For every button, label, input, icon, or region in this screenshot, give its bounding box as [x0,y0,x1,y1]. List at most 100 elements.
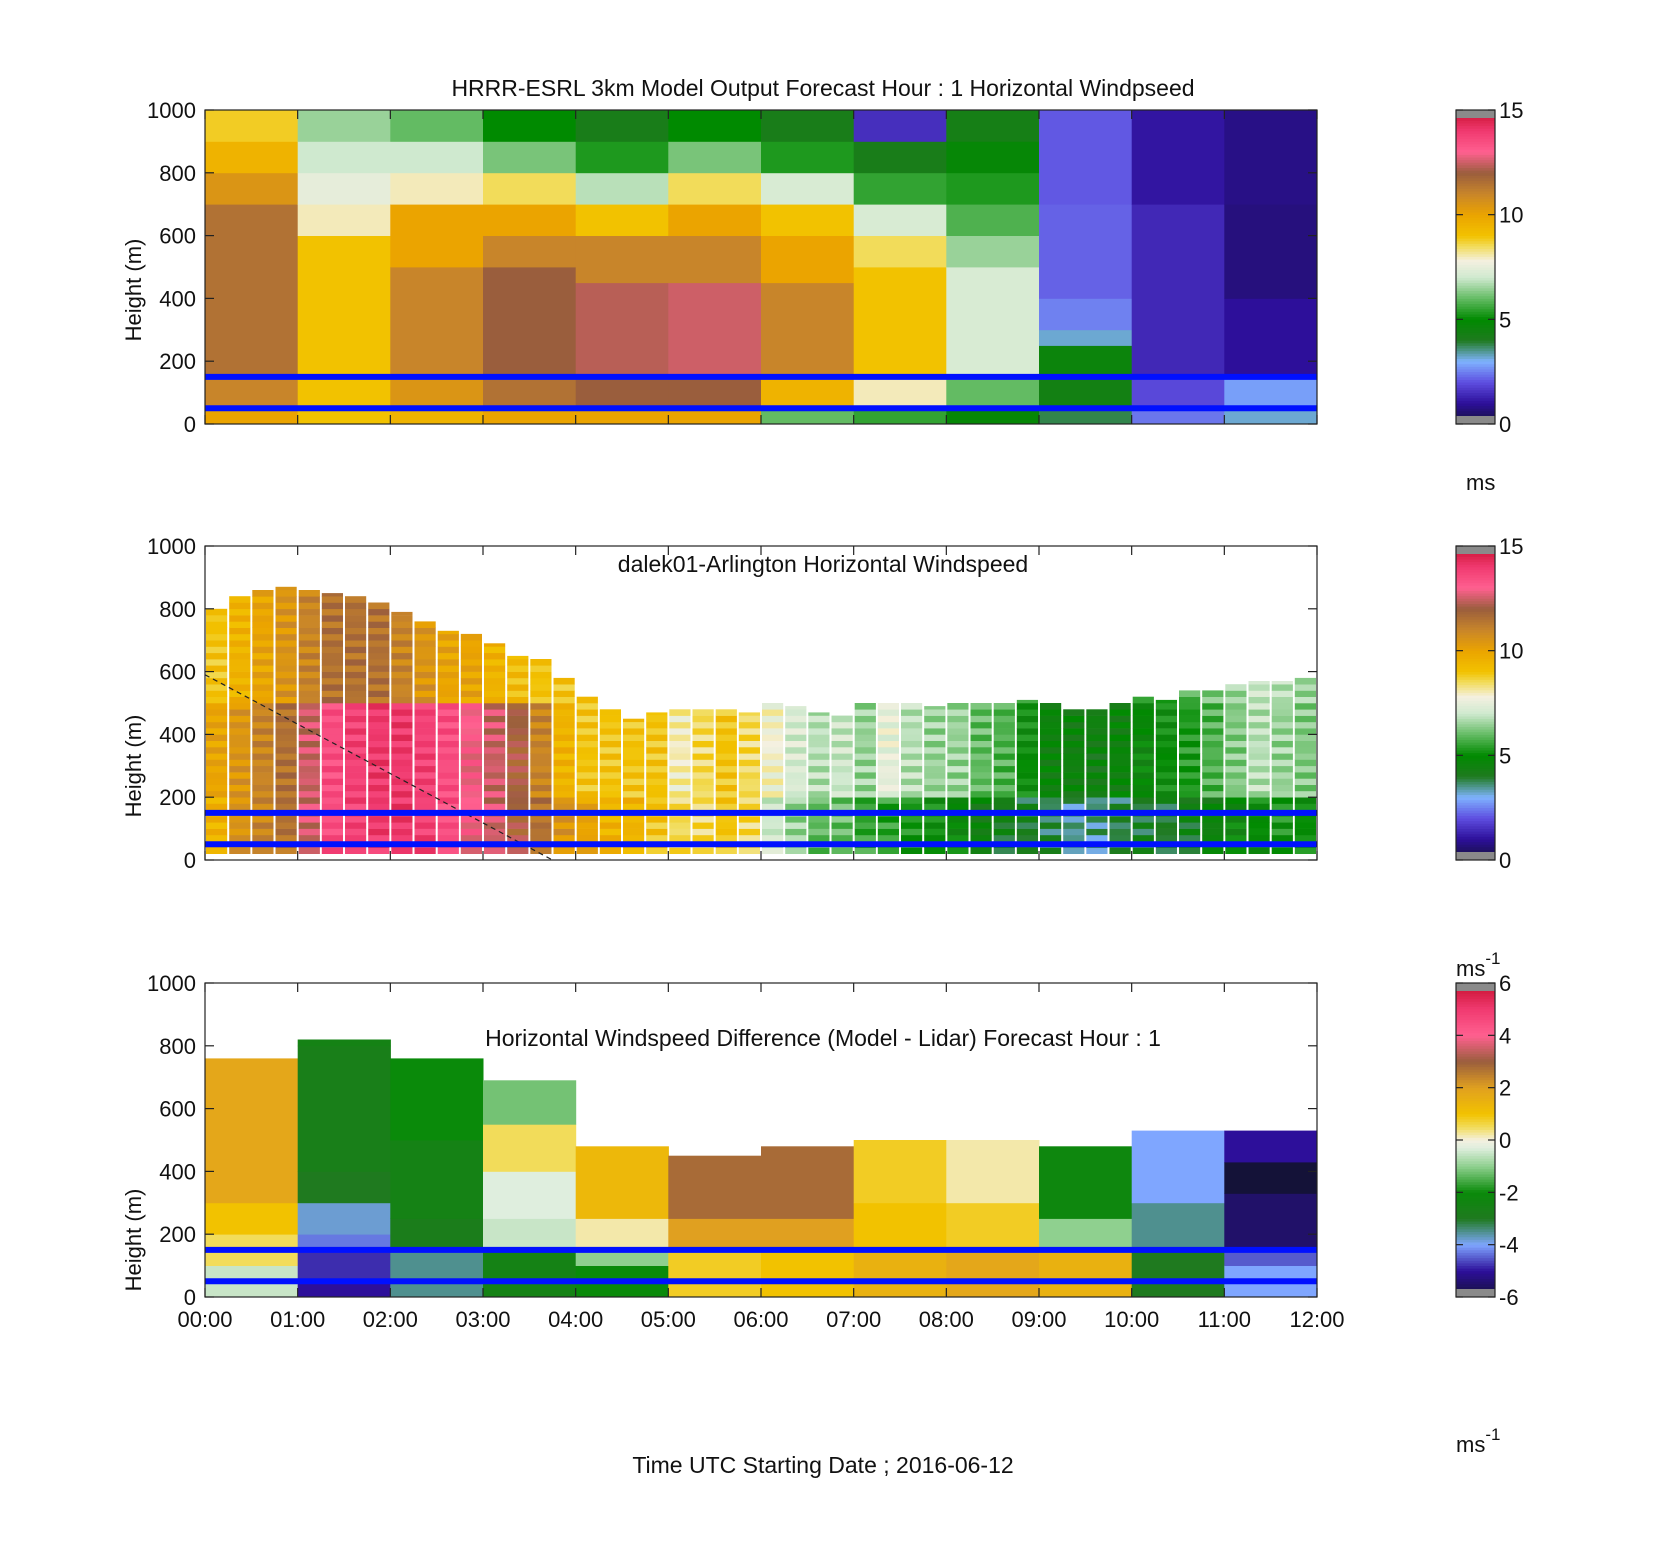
heatmap-cell [668,282,762,378]
heatmap-cell [1040,709,1062,716]
heatmap-cell [1179,759,1201,767]
heatmap-cell [298,822,320,829]
colorbar-segment [1456,397,1495,401]
heatmap-cell [252,709,274,716]
heatmap-cell [692,721,714,729]
heatmap-cell [785,790,807,798]
colorbar-segment [1456,1255,1495,1259]
heatmap-cell [761,408,855,425]
heatmap-cell [275,684,297,691]
heatmap-cell [854,740,876,748]
heatmap-cell [1248,847,1270,854]
heatmap-cell [553,703,575,710]
colorbar-segment [1456,298,1495,302]
heatmap-cell [507,659,529,666]
heatmap-cell [738,747,760,754]
heatmap-cell [1294,690,1316,697]
heatmap-cell [576,740,598,748]
colorbar-segment [1456,413,1495,417]
colorbar-segment [1456,590,1495,594]
heatmap-cell [414,690,436,697]
heatmap-cell [924,747,946,754]
heatmap-cell [715,772,737,779]
heatmap-cell [599,834,621,842]
y-tick-label: 200 [159,785,196,810]
colorbar-segment [1456,261,1495,265]
colorbar-segment [1456,282,1495,286]
heatmap-cell [1225,847,1247,854]
heatmap-cell [460,652,482,660]
colorbar-segment [1456,332,1495,336]
colorbar-segment [1456,246,1495,250]
heatmap-cell [206,734,228,741]
heatmap-cell [924,790,946,798]
colorbar-segment [1456,1058,1495,1062]
heatmap-cell [1202,828,1224,836]
heatmap-cell [1179,765,1201,773]
heatmap-cell [1086,772,1108,779]
heatmap-cell [483,267,577,378]
heatmap-cell [1294,778,1316,785]
heatmap-cell [507,677,529,685]
heatmap-cell [1016,721,1038,729]
heatmap-cell [646,772,668,779]
colorbar-segment [1456,1129,1495,1133]
heatmap-cell [1248,816,1270,823]
heatmap-cell [206,747,228,754]
heatmap-cell [854,772,876,779]
heatmap-cell [368,803,390,811]
heatmap-cell [993,803,1015,811]
heatmap-cell [298,753,320,760]
heatmap-cell [345,753,367,760]
colorbar-segment [1456,687,1495,691]
heatmap-cell [530,659,552,666]
heatmap-cell [1202,765,1224,773]
heatmap-cell [345,596,367,603]
colorbar-segment [1456,324,1495,328]
heatmap-cell [553,709,575,716]
heatmap-cell [460,734,482,741]
heatmap-cell [297,1234,391,1251]
heatmap-cell [924,715,946,723]
colorbar-segment [1456,222,1495,226]
heatmap-cell [530,822,552,829]
heatmap-cell [391,816,413,823]
heatmap-cell [1040,765,1062,773]
heatmap-cell [576,778,598,785]
colorbar-segment [1456,369,1495,373]
heatmap-cell [321,640,343,647]
heatmap-cell [761,376,855,409]
heatmap-cell [1132,834,1154,842]
colorbar-segment [1456,998,1495,1002]
heatmap-cell [854,703,876,710]
heatmap-cell [1202,822,1224,829]
heatmap-cell [1179,696,1201,704]
colorbar-segment [1456,191,1495,195]
colorbar-segment [1456,1213,1495,1217]
heatmap-cell [599,803,621,811]
heatmap-cell [345,816,367,823]
heatmap-cell [368,765,390,773]
heatmap-cell [321,778,343,785]
heatmap-cell [599,747,621,754]
panel-3-cells [205,1039,1318,1298]
heatmap-cell [391,703,413,710]
heatmap-cell [530,784,552,792]
heatmap-cell [391,772,413,779]
heatmap-cell [1155,734,1177,741]
heatmap-cell [437,822,459,829]
heatmap-cell [1016,728,1038,735]
heatmap-cell [970,728,992,735]
heatmap-cell [460,640,482,647]
heatmap-cell [1109,709,1131,716]
heatmap-cell [414,753,436,760]
heatmap-cell [692,797,714,804]
heatmap-cell [1271,759,1293,767]
heatmap-cell [437,803,459,811]
heatmap-cell [1179,822,1201,829]
y-tick-label: 600 [159,1097,196,1122]
heatmap-cell [785,803,807,811]
colorbar-segment [1456,1179,1495,1183]
colorbar-segment [1456,844,1495,848]
colorbar-segment [1456,682,1495,686]
